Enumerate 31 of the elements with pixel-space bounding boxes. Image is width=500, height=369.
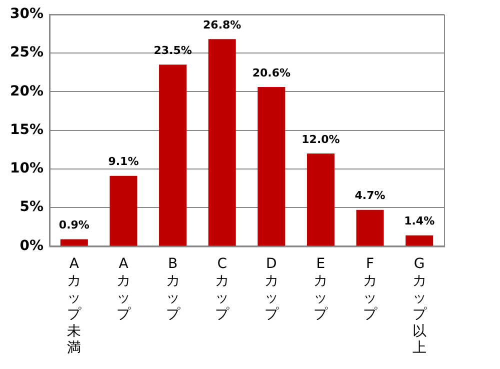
data-label: 0.9% [58,218,90,232]
bar [306,153,334,246]
y-tick-label: 0% [20,238,44,254]
data-label: 23.5% [154,44,192,57]
data-label: 4.7% [354,189,386,202]
bar [159,64,187,246]
bar [258,87,286,246]
bar [406,235,434,246]
x-tick-label: Fカップ [363,256,378,323]
y-tick-label: 15% [10,122,44,138]
bar [208,39,236,246]
x-tick-label: Dカップ [264,256,280,323]
y-tick-label: 20% [10,83,44,100]
x-tick-label: Gカップ以上 [412,256,428,356]
x-tick-label: Bカップ [166,256,181,323]
data-label: 12.0% [302,132,340,146]
x-tick-label: Aカップ未満 [67,256,82,356]
bar [110,176,138,246]
x-tick-label: Cカップ [215,256,230,323]
y-tick-label: 30% [10,6,44,22]
data-label: 1.4% [404,214,435,228]
data-label: 26.8% [203,18,242,32]
data-label: 20.6% [252,66,290,80]
y-tick-label: 25% [10,44,44,61]
x-tick-label: Aカップ [116,256,132,323]
y-tick-label: 5% [20,199,44,216]
y-tick-label: 10% [10,160,44,177]
bar [356,210,384,246]
data-label: 9.1% [108,155,139,168]
bar [60,239,88,246]
x-tick-label: Eカップ [314,256,329,323]
